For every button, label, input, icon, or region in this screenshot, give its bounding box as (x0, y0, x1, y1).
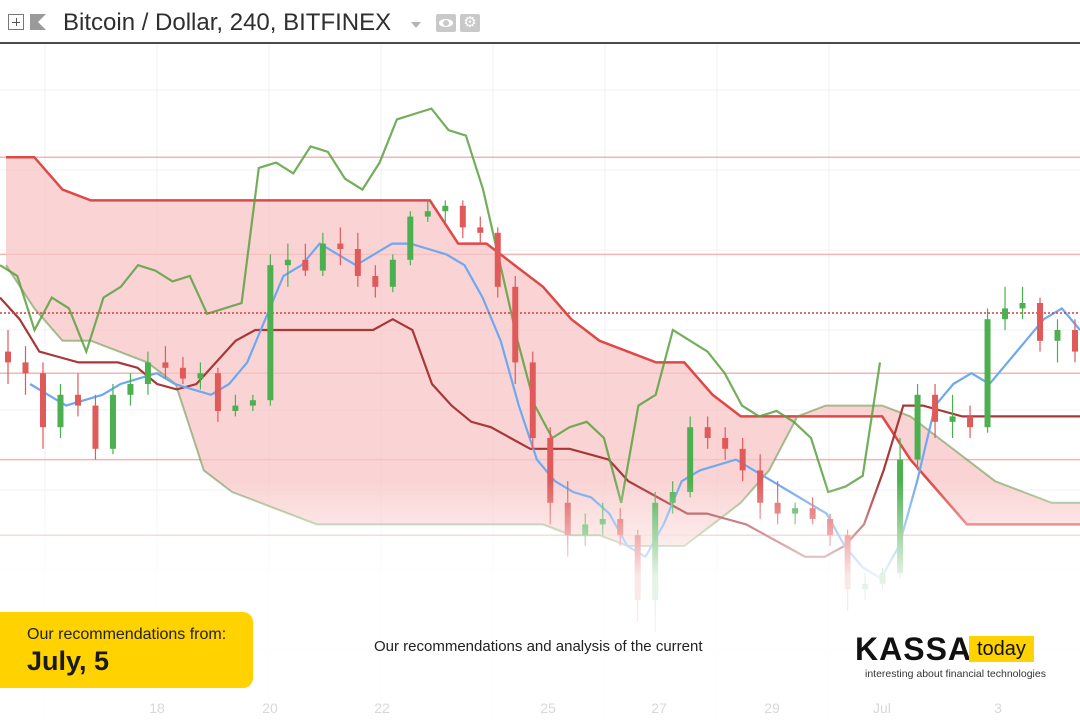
candle-body (914, 394, 921, 460)
x-tick-label: 20 (262, 700, 278, 716)
candle-body (179, 367, 186, 379)
candle-body (459, 205, 466, 228)
analysis-text: Our recommendations and analysis of the … (374, 638, 703, 655)
flag-icon[interactable] (30, 14, 46, 30)
gear-icon[interactable]: ⚙ (460, 14, 480, 32)
x-tick-label: 29 (764, 700, 780, 716)
candle-body (232, 405, 239, 411)
candle-body (74, 394, 81, 406)
x-tick-label: 3 (994, 700, 1002, 716)
candle-body (1037, 303, 1044, 341)
candle-body (22, 362, 29, 374)
kassa-logo: KASSA today interesting about financial … (855, 632, 1055, 682)
candle-body (267, 265, 274, 401)
leading-span-a (6, 155, 1080, 526)
recommendation-date: July, 5 (27, 646, 110, 676)
symbol-title[interactable]: Bitcoin / Dollar, 240, BITFINEX (63, 9, 392, 36)
ichimoku-cloud (6, 157, 1080, 546)
candle-body (984, 319, 991, 428)
x-tick-label: 18 (149, 700, 165, 716)
candle-body (1019, 303, 1026, 309)
candle-body (372, 276, 379, 287)
candle-body (529, 362, 536, 438)
candle-body (512, 286, 519, 363)
logo-highlight-text: today (969, 636, 1034, 662)
candle-body (319, 243, 326, 271)
recommendation-label: Our recommendations from: (27, 626, 227, 643)
candle-body (162, 362, 169, 368)
candle-body (967, 416, 974, 428)
candle-body (354, 249, 361, 276)
candle-body (722, 438, 729, 449)
x-tick-label: 22 (374, 700, 390, 716)
candle-body (92, 405, 99, 449)
x-tick-label: 25 (540, 700, 556, 716)
candle-body (284, 259, 291, 266)
logo-tagline: interesting about financial technologies (865, 668, 1046, 680)
candle-body (389, 259, 396, 287)
caret-down-icon[interactable] (411, 22, 421, 28)
candle-body (109, 394, 116, 449)
eye-icon[interactable] (436, 14, 456, 32)
candle-body (494, 232, 501, 287)
candle-body (477, 227, 484, 233)
candle-body (687, 427, 694, 492)
x-tick-label: 27 (651, 700, 667, 716)
plus-icon[interactable] (8, 14, 24, 30)
candle-body (932, 394, 939, 422)
candle-body (1054, 330, 1061, 341)
candle-body (144, 362, 151, 384)
lagging-span (0, 107, 882, 504)
candle-body (57, 394, 64, 428)
candle-body (5, 351, 11, 363)
candle-body (302, 259, 309, 271)
x-tick-label: Jul (873, 700, 891, 716)
base-line (0, 296, 1080, 558)
candle-body (249, 400, 256, 406)
candle-body (1072, 330, 1078, 352)
candle-body (39, 373, 46, 428)
logo-main-text: KASSA (855, 631, 973, 667)
candle-body (424, 211, 431, 217)
candle-body (127, 384, 134, 395)
candle-body (739, 448, 746, 471)
candle-body (197, 373, 204, 379)
candle-body (704, 427, 711, 438)
candle-body (547, 438, 554, 503)
candle-body (337, 243, 344, 249)
candle-body (214, 373, 221, 411)
recommendation-box: Our recommendations from: July, 5 (0, 612, 253, 688)
chart-header: Bitcoin / Dollar, 240, BITFINEX ⚙ (0, 0, 1080, 44)
candle-body (407, 216, 414, 260)
candle-body (949, 416, 956, 422)
candle-body (1002, 308, 1009, 320)
candle-body (442, 205, 449, 212)
